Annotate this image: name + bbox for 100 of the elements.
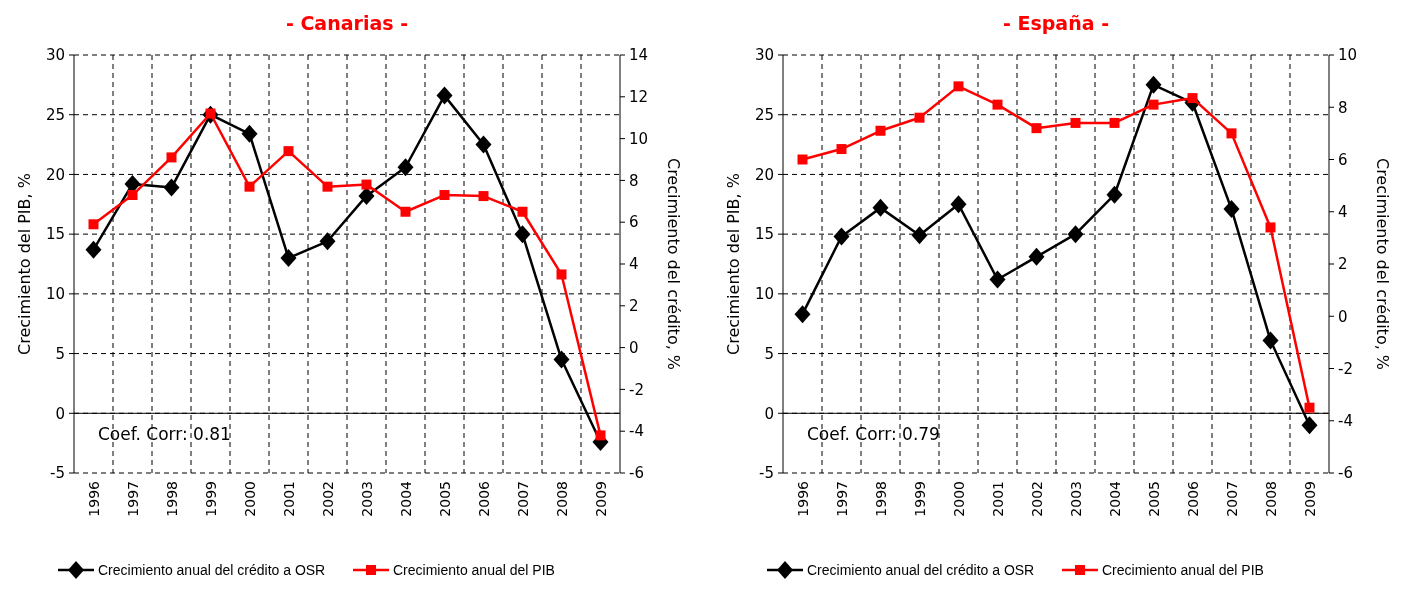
point [322, 181, 333, 192]
y2-tick-label: 10 [1337, 46, 1357, 65]
x-tick-label: 2008 [553, 481, 570, 517]
x-tick-label: 2007 [514, 481, 531, 517]
point [794, 305, 810, 324]
point [127, 190, 138, 201]
y-tick-label: 5 [55, 344, 65, 363]
x-tick-label: 2003 [1067, 481, 1083, 517]
y2-tick-label: 14 [629, 46, 649, 65]
point [436, 86, 453, 105]
y-tick-label: 30 [45, 46, 65, 65]
y2-tick-label: -4 [1337, 412, 1353, 430]
y2-tick-label: 8 [629, 171, 639, 190]
point [88, 219, 99, 230]
y2-tick-label: 0 [629, 338, 639, 357]
point [1145, 75, 1161, 94]
point [283, 146, 294, 157]
y2-axis-title: Crecimiento del crédito, % [1372, 157, 1392, 371]
y2-tick-label: 4 [1337, 203, 1348, 221]
y-axis-title: Crecimiento del PIB, % [15, 173, 34, 355]
point [1223, 200, 1239, 219]
x-tick-label: 1996 [794, 480, 810, 517]
x-tick-label: 2003 [358, 481, 375, 517]
x-tick-label: 2009 [592, 481, 609, 517]
y2-tick-label: 6 [629, 213, 639, 232]
y-tick-label: 5 [763, 344, 774, 363]
point [241, 124, 258, 143]
point [244, 181, 255, 192]
annotation: Coef. Corr: 0.81 [98, 423, 231, 444]
annotation: Coef. Corr: 0.79 [806, 423, 940, 444]
x-tick-label: 1999 [911, 481, 927, 517]
x-tick-label: 2002 [1028, 481, 1044, 517]
x-tick-label: 2001 [280, 481, 297, 517]
y2-tick-label: -6 [629, 464, 644, 483]
x-tick-label: 2006 [475, 480, 492, 517]
point [1148, 99, 1158, 110]
legend-label: Crecimiento anual del crédito a OSR [98, 561, 326, 578]
x-tick-label: 2000 [241, 481, 258, 517]
x-tick-label: 2008 [1262, 481, 1278, 517]
y-tick-label: 10 [754, 285, 774, 304]
y2-tick-label: 4 [629, 255, 639, 274]
y2-tick-label: 6 [1337, 150, 1348, 169]
point [833, 227, 849, 246]
x-tick-label: 1998 [163, 481, 180, 517]
point [992, 99, 1002, 110]
point [85, 240, 102, 259]
y2-tick-label: 8 [1337, 98, 1348, 117]
x-tick-label: 1998 [872, 481, 888, 517]
x-tick-label: 2009 [1301, 481, 1317, 517]
point [953, 81, 963, 92]
chart-title: - España - [1002, 12, 1109, 34]
point [950, 195, 966, 214]
y-tick-label: 20 [754, 165, 774, 184]
point [875, 125, 885, 136]
point [397, 158, 414, 177]
point [1031, 123, 1041, 134]
x-tick-label: 2000 [950, 481, 966, 517]
y-tick-label: 25 [45, 105, 65, 124]
y2-tick-label: 12 [629, 88, 649, 107]
y2-axis-title: Crecimiento del crédito, % [664, 157, 683, 371]
y2-tick-label: -2 [1337, 359, 1353, 378]
point [319, 232, 336, 251]
x-tick-label: 1997 [124, 481, 141, 517]
point [514, 225, 531, 244]
y2-tick-label: -4 [629, 422, 644, 441]
point [1109, 117, 1119, 128]
y-tick-label: 10 [45, 285, 65, 304]
legend-label: Crecimiento anual del PIB [393, 561, 555, 578]
point [872, 198, 888, 217]
x-tick-label: 2004 [397, 480, 414, 517]
point [1301, 416, 1317, 435]
y2-tick-label: 10 [629, 129, 649, 148]
x-tick-label: 2004 [1106, 480, 1122, 517]
legend-label: Crecimiento anual del crédito a OSR [806, 561, 1034, 578]
x-tick-label: 2002 [319, 481, 336, 517]
point [517, 206, 528, 217]
x-tick-label: 1999 [202, 481, 219, 517]
y-tick-label: -5 [50, 464, 65, 483]
point [989, 270, 1005, 289]
point [166, 152, 177, 163]
y-tick-label: 0 [55, 404, 65, 423]
y-tick-label: 25 [754, 105, 774, 124]
legend-label: Crecimiento anual del PIB [1101, 561, 1264, 578]
point [914, 112, 924, 123]
x-tick-label: 2007 [1223, 481, 1239, 517]
x-tick-label: 1996 [85, 480, 102, 517]
x-tick-label: 2005 [1145, 481, 1161, 517]
point [1106, 185, 1122, 204]
point [1262, 331, 1278, 350]
point [361, 179, 372, 190]
y-tick-label: -5 [758, 464, 774, 483]
x-tick-label: 2005 [436, 481, 453, 517]
point [163, 178, 180, 197]
point [400, 206, 411, 217]
chart-title: - Canarias - [285, 12, 409, 34]
y2-tick-label: -2 [629, 380, 644, 399]
point [797, 154, 807, 165]
point [836, 144, 846, 155]
x-tick-label: 2006 [1184, 480, 1200, 517]
point [553, 350, 570, 369]
